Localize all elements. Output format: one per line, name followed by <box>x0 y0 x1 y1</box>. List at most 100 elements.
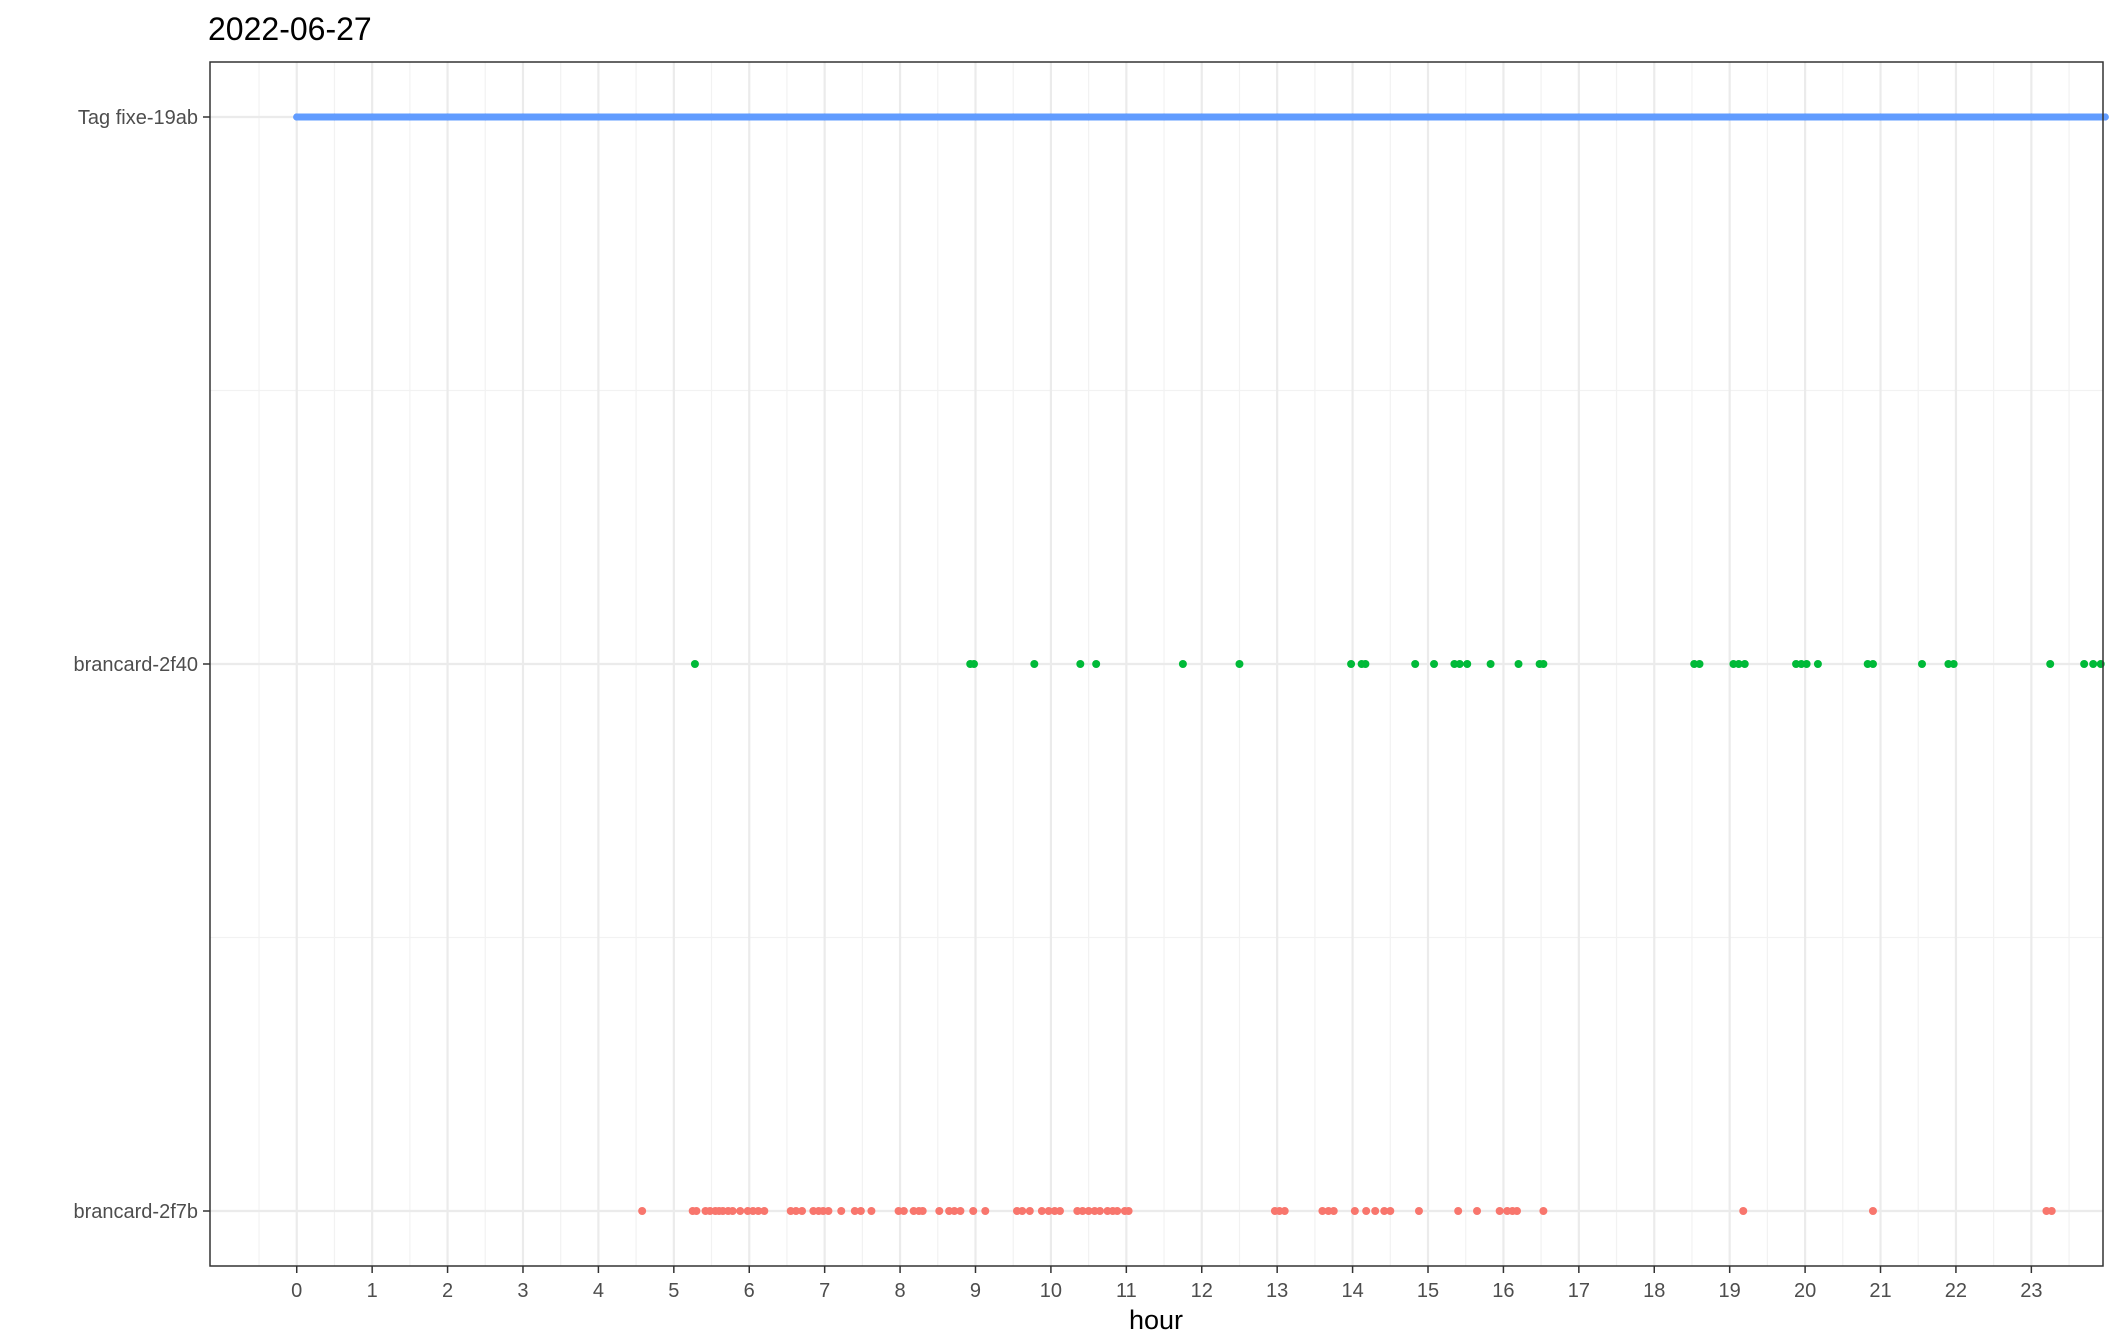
tag-fixe-19ab-point <box>1348 113 1357 121</box>
brancard-2f7b-point <box>950 1207 959 1215</box>
tag-fixe-19ab-point <box>670 113 678 121</box>
brancard-2f40-point <box>1076 660 1085 668</box>
brancard-2f40-point <box>969 660 978 668</box>
tag-fixe-19ab-point <box>1763 113 1771 121</box>
x-tick-label: 11 <box>1116 1280 1137 1302</box>
brancard-2f7b-point <box>1095 1207 1104 1215</box>
tag-fixe-19ab-point <box>1612 113 1621 121</box>
tag-fixe-19ab-point <box>707 113 716 121</box>
brancard-2f40-point <box>1235 660 1244 668</box>
tag-fixe-19ab-point <box>1386 113 1394 121</box>
x-tick-label: 13 <box>1266 1280 1288 1302</box>
brancard-2f7b-point <box>1124 1207 1133 1215</box>
x-tick-label: 12 <box>1191 1280 1213 1302</box>
tag-fixe-19ab-point <box>971 113 980 121</box>
brancard-2f7b-point <box>1037 1207 1046 1215</box>
brancard-2f7b-point <box>692 1207 701 1215</box>
x-tick-label: 17 <box>1568 1280 1590 1302</box>
x-tick-label: 19 <box>1719 1280 1741 1302</box>
brancard-2f7b-point <box>837 1207 846 1215</box>
tag-fixe-19ab-point <box>1085 113 1093 121</box>
brancard-2f7b-point <box>1350 1207 1359 1215</box>
tag-fixe-19ab-point <box>1462 113 1470 121</box>
brancard-2f7b-point <box>1280 1207 1289 1215</box>
brancard-2f7b-point <box>856 1207 865 1215</box>
tag-fixe-19ab-point <box>481 113 489 121</box>
brancard-2f40-point <box>1347 660 1356 668</box>
brancard-2f40-point <box>1463 660 1472 668</box>
tag-fixe-19ab-point <box>1424 113 1432 121</box>
tag-fixe-19ab-point <box>1876 113 1885 121</box>
tag-fixe-19ab-point <box>1801 113 1809 121</box>
x-tick-label: 0 <box>291 1280 302 1302</box>
x-tick-label: 22 <box>1945 1280 1967 1302</box>
brancard-2f40-point <box>1949 660 1958 668</box>
brancard-2f7b-point <box>1414 1207 1423 1215</box>
tag-fixe-19ab-point <box>1914 113 1922 121</box>
tag-fixe-19ab-point <box>368 113 376 121</box>
brancard-2f7b-point <box>824 1207 833 1215</box>
brancard-2f7b-point <box>1113 1207 1122 1215</box>
y-tick-label: Tag fixe-19ab <box>78 107 198 129</box>
brancard-2f7b-point <box>1454 1207 1463 1215</box>
brancard-2f7b-point <box>760 1207 769 1215</box>
brancard-2f7b-point <box>918 1207 927 1215</box>
tag-fixe-19ab-point <box>1009 113 1017 121</box>
x-tick-label: 8 <box>895 1280 906 1302</box>
data-points <box>293 113 2109 1215</box>
x-tick-label: 6 <box>744 1280 755 1302</box>
y-tick-label: brancard-2f7b <box>73 1201 198 1223</box>
tag-fixe-19ab-point <box>443 113 452 121</box>
brancard-2f7b-point <box>1078 1207 1087 1215</box>
x-tick-label: 10 <box>1040 1280 1062 1302</box>
brancard-2f40-point <box>1917 660 1926 668</box>
chart-title: 2022-06-27 <box>208 11 372 47</box>
brancard-2f40-point <box>1178 660 1187 668</box>
x-tick-label: 1 <box>367 1280 378 1302</box>
tag-fixe-19ab-point <box>557 113 565 121</box>
brancard-2f7b-point <box>935 1207 944 1215</box>
brancard-2f7b-point <box>1539 1207 1548 1215</box>
x-tick-label: 16 <box>1492 1280 1514 1302</box>
brancard-2f7b-point <box>1329 1207 1338 1215</box>
brancard-2f7b-point <box>798 1207 807 1215</box>
brancard-2f40-point <box>2089 660 2098 668</box>
brancard-2f40-point <box>1813 660 1822 668</box>
brancard-2f7b-point <box>2047 1207 2056 1215</box>
tag-fixe-19ab-point <box>821 113 829 121</box>
tag-fixe-19ab-point <box>330 113 339 121</box>
brancard-2f40-point <box>2046 660 2055 668</box>
brancard-2f40-point <box>690 660 699 668</box>
brancard-2f40-point <box>1455 660 1464 668</box>
brancard-2f7b-point <box>981 1207 990 1215</box>
tag-fixe-19ab-point <box>1537 113 1545 121</box>
brancard-2f7b-point <box>1318 1207 1327 1215</box>
tag-fixe-19ab-point <box>594 113 603 121</box>
tag-fixe-19ab-point <box>934 113 942 121</box>
tag-fixe-19ab-point <box>1575 113 1583 121</box>
brancard-2f7b-point <box>1025 1207 1034 1215</box>
brancard-2f40-point <box>1361 660 1370 668</box>
tag-fixe-19ab-point <box>1235 113 1244 121</box>
brancard-2f40-point <box>1695 660 1704 668</box>
tag-fixe-19ab-point <box>1952 113 1960 121</box>
y-tick-label: brancard-2f40 <box>73 654 198 676</box>
tag-fixe-19ab-point <box>1311 113 1319 121</box>
brancard-2f40-point <box>1802 660 1811 668</box>
x-tick-label: 23 <box>2020 1280 2042 1302</box>
brancard-2f7b-point <box>1055 1207 1064 1215</box>
x-axis: 0 1 2 3 4 5 6 7 8 9 10 11 12 13 14 15 16 17 18 19 20 21 22 23 <box>291 1266 2042 1302</box>
x-tick-label: 4 <box>593 1280 604 1302</box>
tag-fixe-19ab-point <box>2065 113 2073 121</box>
brancard-2f7b-point <box>1386 1207 1395 1215</box>
x-tick-label: 14 <box>1341 1280 1363 1302</box>
brancard-2f40-point <box>1030 660 1039 668</box>
brancard-2f7b-point <box>1380 1207 1389 1215</box>
tag-fixe-19ab-point <box>1688 113 1696 121</box>
brancard-2f40-point <box>1539 660 1548 668</box>
tag-fixe-19ab-point <box>745 113 753 121</box>
brancard-2f40-point <box>1411 660 1420 668</box>
tag-fixe-19ab-point <box>1499 113 1508 121</box>
tag-fixe-19ab-point <box>1273 113 1281 121</box>
brancard-2f7b-point <box>969 1207 978 1215</box>
